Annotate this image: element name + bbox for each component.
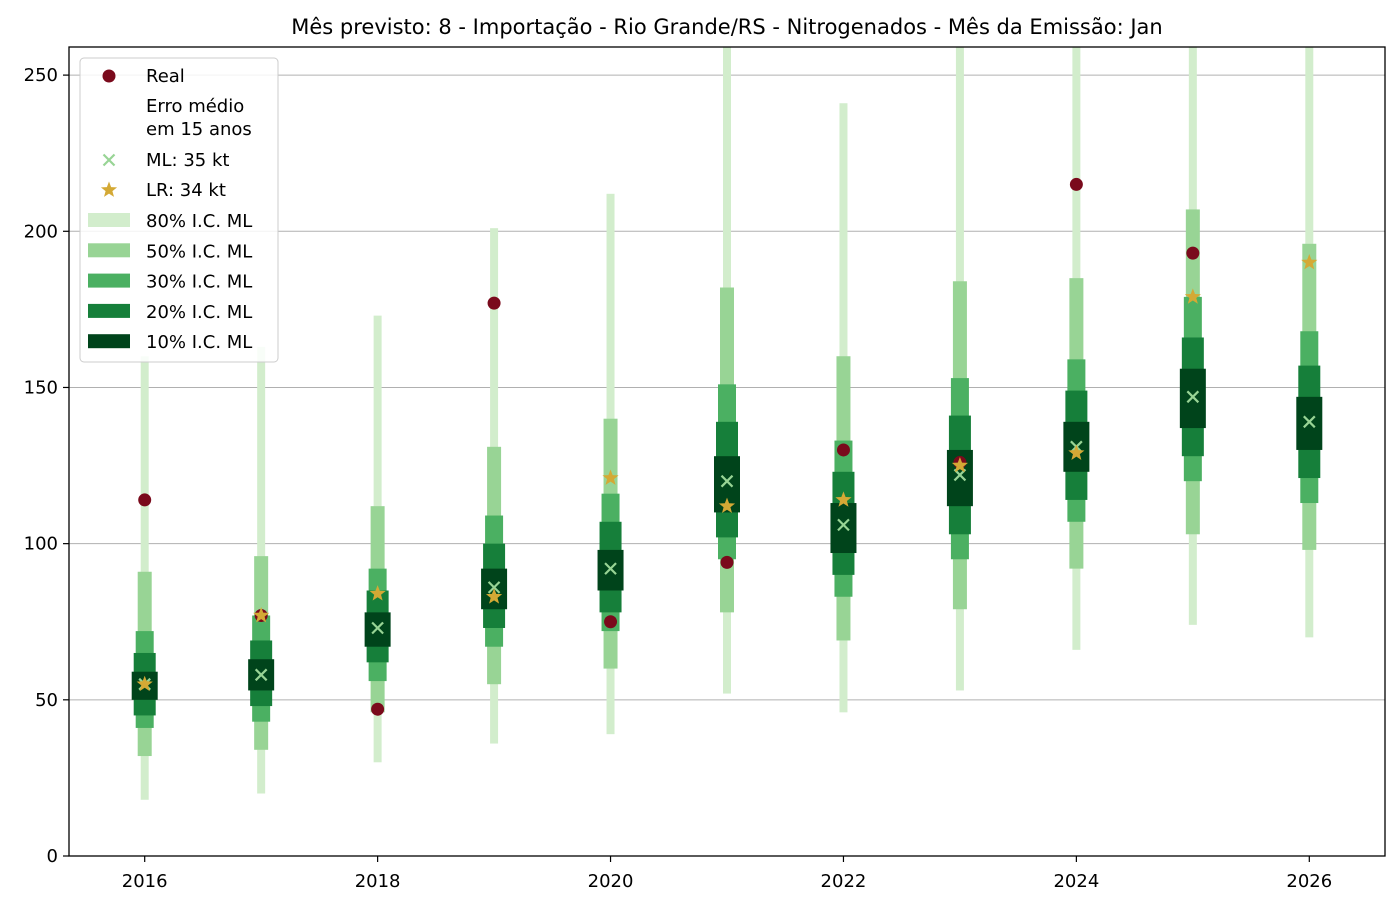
legend-interval-swatch [88,213,130,227]
ml-point [720,474,734,488]
legend-interval-label: 30% I.C. ML [146,272,252,293]
x-tick-label: 2022 [821,871,867,892]
legend-note-text: Erro médio [146,96,244,117]
real-point [138,493,152,507]
legend-lr-label: LR: 34 kt [146,180,226,201]
ml-point [1186,390,1200,404]
x-marker-stroke [837,518,850,532]
legend-interval-label: 20% I.C. ML [146,302,252,323]
legend-lr-marker [100,181,118,197]
point-markers [136,177,1318,716]
lr-point [718,497,736,514]
x-marker-stroke [371,621,384,635]
legend-interval-label: 10% I.C. ML [146,332,252,353]
lr-point [602,469,619,485]
x-marker-stroke [254,668,268,682]
ml-point [1303,415,1316,429]
ml-point [604,562,617,575]
x-marker-stroke [1186,390,1200,404]
legend-interval-swatch [88,303,130,318]
real-point [371,702,385,716]
axes: 0 50 100 150 200 250 2016 2018 2020 2022 2024 2026 [24,65,1333,892]
x-tick-label: 2026 [1286,871,1332,892]
legend-ml-label: ML: 35 kt [146,150,229,171]
interval-bar [364,612,391,647]
legend-interval-label: 50% I.C. ML [146,241,252,262]
interval-bar [1179,368,1206,429]
legend-interval-swatch [88,273,130,288]
x-marker-stroke [487,581,501,594]
y-tick-label: 100 [24,534,58,555]
x-tick-label: 2024 [1053,871,1099,892]
x-tick-label: 2016 [122,871,168,892]
ml-point [371,621,384,635]
real-point [1186,246,1200,260]
ml-point [837,518,850,532]
y-tick-label: 50 [35,690,58,711]
legend-real-marker [102,69,116,83]
legend-note-text: em 15 anos [146,119,252,140]
lr-point [1184,288,1201,304]
legend-interval-swatch [88,243,130,258]
lr-point [1068,444,1085,460]
ml-point [487,581,501,594]
real-point [720,555,734,569]
legend-ml-marker [102,153,116,167]
lr-point [136,675,153,692]
legend-interval-label: 80% I.C. ML [146,211,252,232]
x-marker-stroke [102,153,116,167]
real-point [1069,177,1083,191]
lr-point [835,491,852,507]
lr-point [951,457,968,473]
real-point [604,615,618,629]
x-marker-stroke [1303,415,1316,429]
lr-point [369,585,386,601]
lr-point [253,606,270,623]
interval-bar [1296,396,1323,450]
y-tick-label: 0 [47,846,58,867]
ml-point [254,668,268,682]
lr-point [1301,254,1318,270]
real-point [487,296,501,310]
interval-bars [131,47,1323,800]
y-tick-label: 150 [24,377,58,398]
real-point [836,443,850,457]
legend-interval-swatch [88,334,130,349]
legend-real-label: Real [146,66,185,87]
chart-title: Mês previsto: 8 - Importação - Rio Grand… [291,15,1162,39]
x-tick-label: 2020 [588,871,634,892]
x-tick-label: 2018 [355,871,401,892]
lr-point [486,588,503,604]
interval-bar [597,549,624,591]
y-tick-label: 200 [24,221,58,242]
interval-bar [830,503,857,554]
plot-frame [68,46,1386,857]
x-marker-stroke [720,474,734,488]
x-marker-stroke [604,562,617,575]
y-tick-label: 250 [24,65,58,86]
